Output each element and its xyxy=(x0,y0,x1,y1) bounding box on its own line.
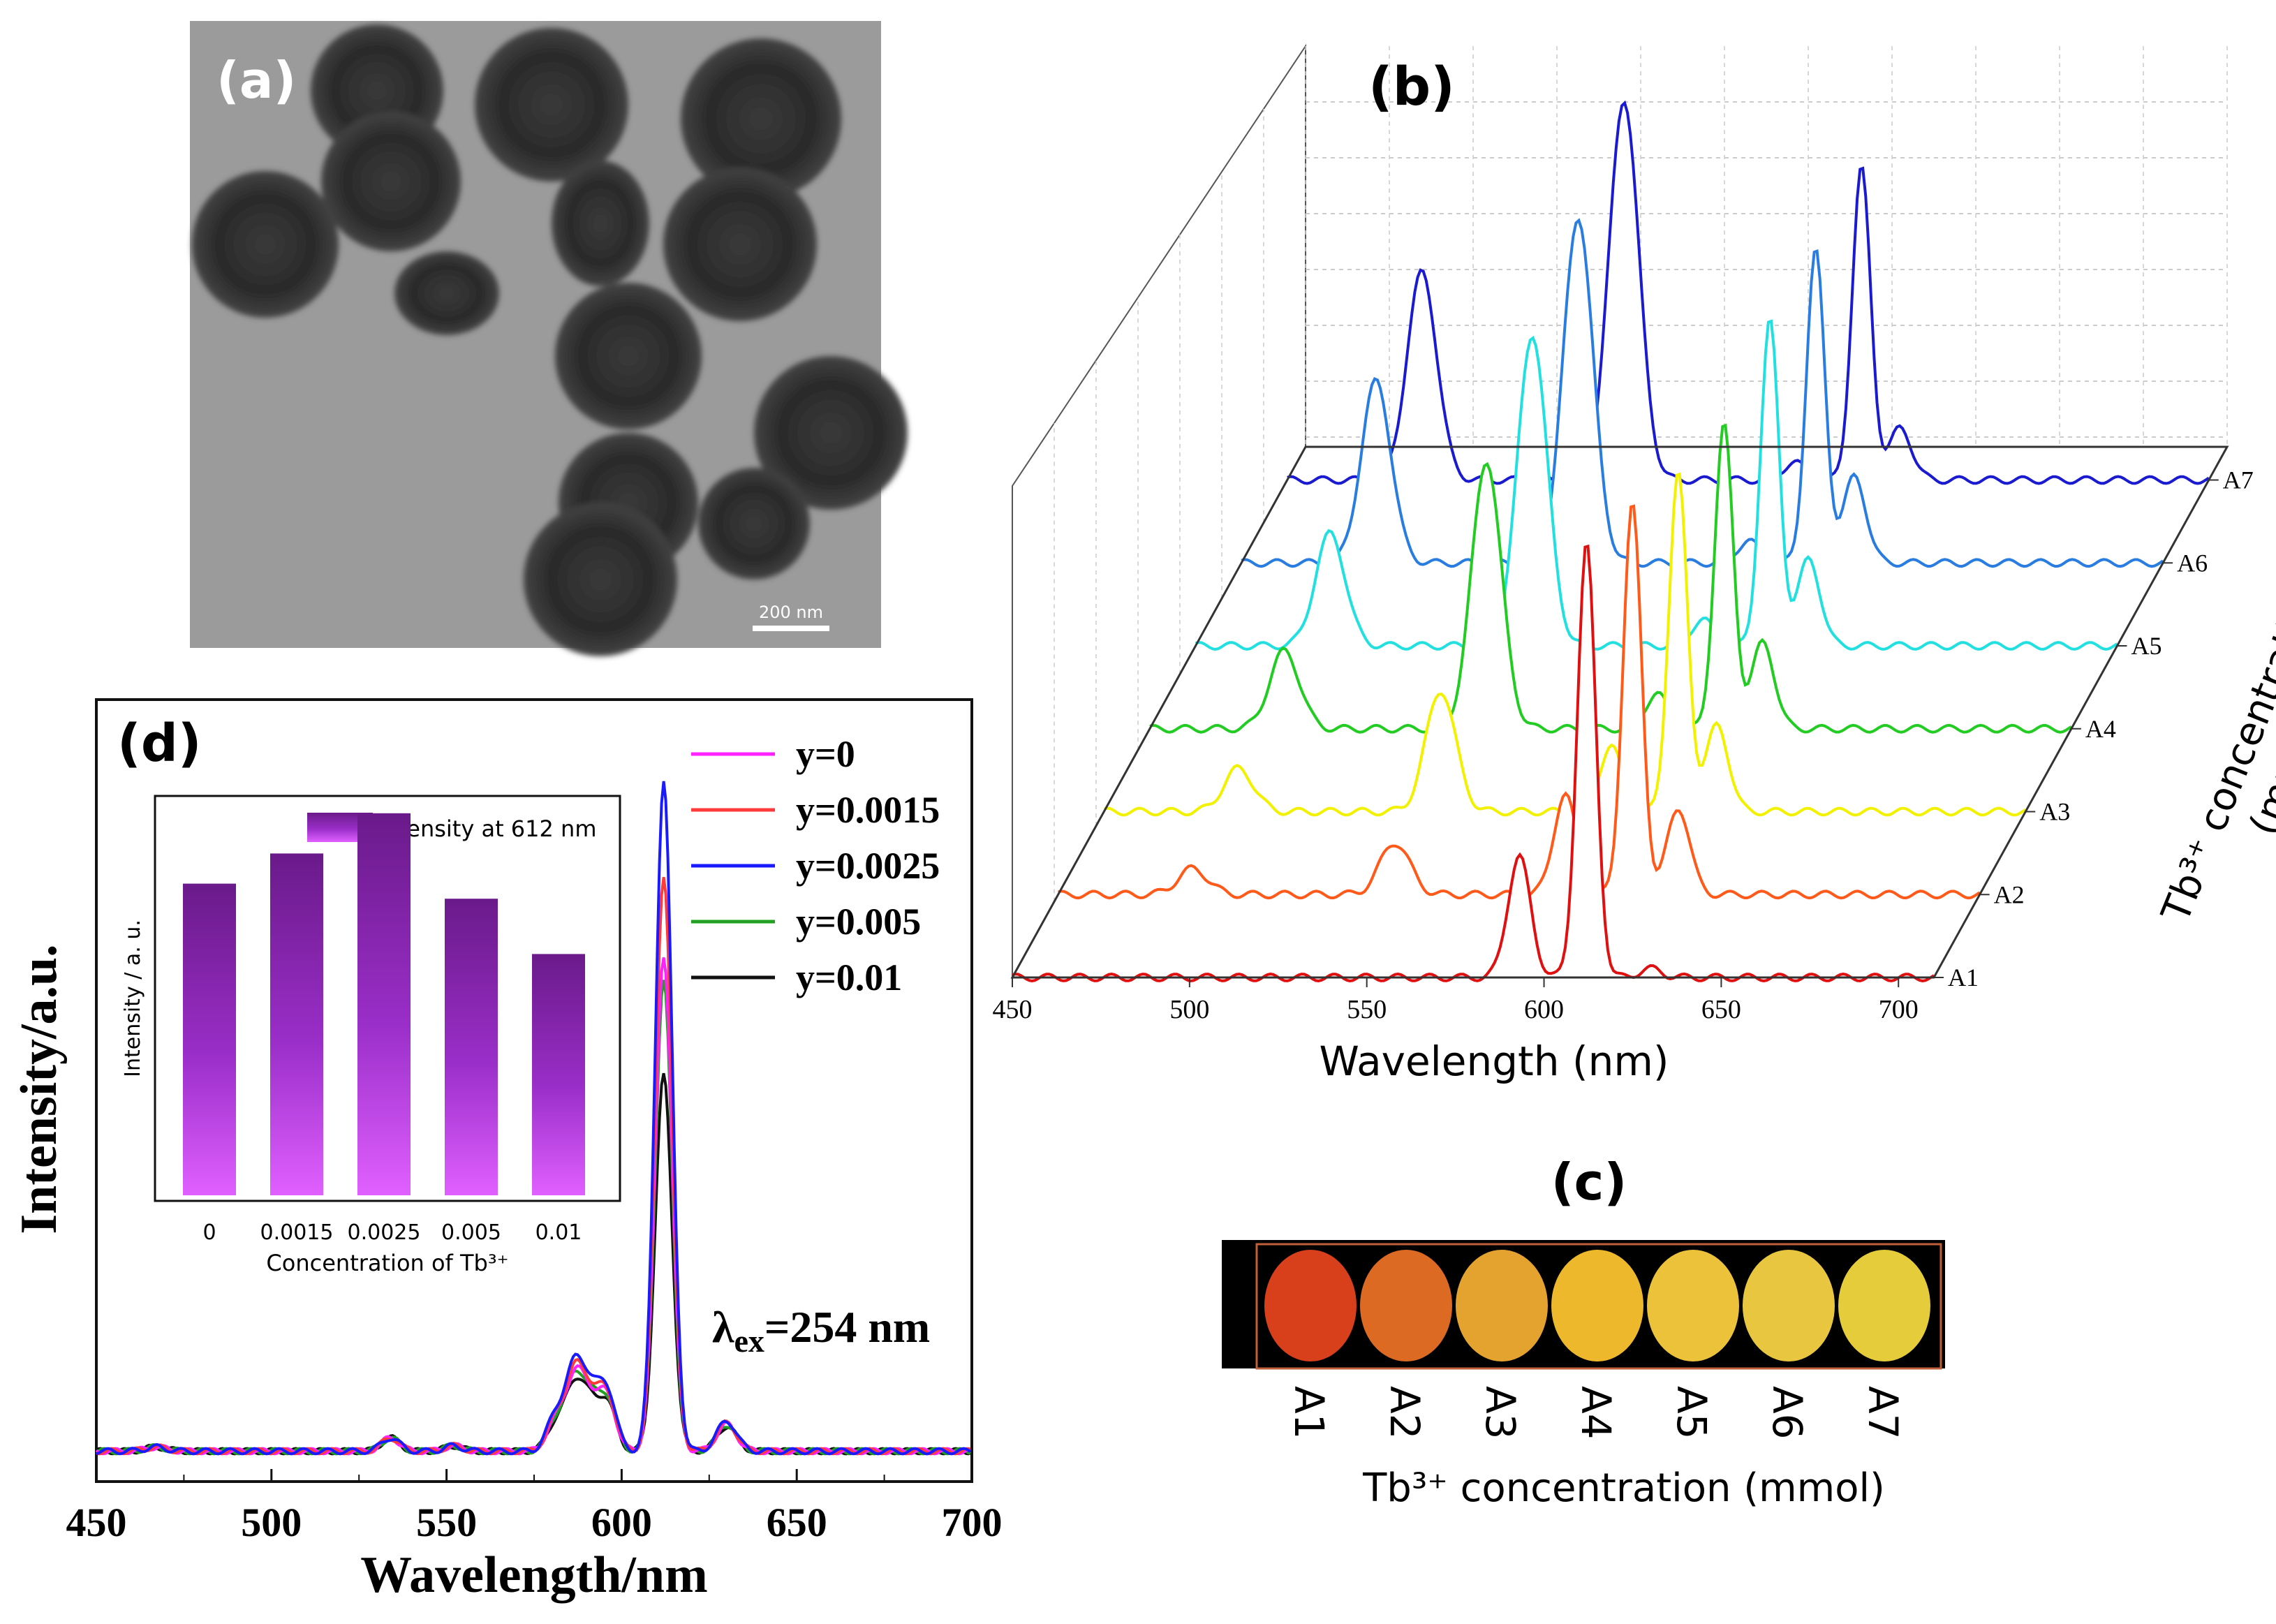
x-tick-label-550: 550 xyxy=(416,1500,477,1545)
series-line-A7 xyxy=(1287,100,2210,485)
sample-label-A2: A2 xyxy=(1381,1386,1428,1440)
inset-bar-0.01 xyxy=(532,954,585,1195)
panel-a-label: (a) xyxy=(216,51,296,110)
x-tick-label-500: 500 xyxy=(1169,995,1209,1024)
legend-label-y=0.0015: y=0.0015 xyxy=(796,789,940,831)
sample-label-A6: A6 xyxy=(1764,1386,1811,1440)
inset-x-tick-0.01: 0.01 xyxy=(535,1220,582,1245)
panel-b: A7 A6 A5 A4 A3 A2 A1 450 500 550 600 650 700 Wavele… xyxy=(993,43,2276,1085)
panel-c: (c) A1 A2 A3 A4 A5 A6 A7 Tb³⁺ concentration (m… xyxy=(1222,1153,1945,1511)
sample-A3 xyxy=(1456,1250,1548,1361)
inset-x-tick-0.0025: 0.0025 xyxy=(348,1220,421,1245)
spectrum-y=0.0015 xyxy=(96,877,971,1456)
inset-bars xyxy=(183,813,585,1195)
x-tick-label-650: 650 xyxy=(1701,995,1741,1024)
left-wall xyxy=(1012,43,1306,978)
x-tick-label-600: 600 xyxy=(1524,995,1564,1024)
x-tick-label-550: 550 xyxy=(1347,995,1387,1024)
x-tick-label-650: 650 xyxy=(767,1500,827,1545)
series-label-A6: A6 xyxy=(2177,549,2208,577)
spectrum-lines xyxy=(95,781,972,1456)
z-axis-title-line1: Tb³⁺ concentration xyxy=(2153,570,2276,929)
inset-chart: Intensity at 612 nm 0 0.0015 0.0025 0.005 0.… xyxy=(121,795,621,1276)
series-line-A4 xyxy=(1149,423,2072,734)
sample-labels: A1 A2 A3 A4 A5 A6 A7 xyxy=(1285,1386,1907,1440)
annotation-sub: ex xyxy=(734,1323,764,1359)
inset-x-tick-0.0015: 0.0015 xyxy=(260,1220,334,1245)
legend-label-y=0.01: y=0.01 xyxy=(796,957,902,998)
excitation-annotation: λex=254 nm xyxy=(712,1302,930,1359)
panel-b-label: (b) xyxy=(1368,55,1455,117)
sample-A4 xyxy=(1551,1250,1643,1361)
sample-label-A4: A4 xyxy=(1572,1386,1620,1440)
annotation-value: =254 nm xyxy=(764,1302,930,1352)
x-tick-label-600: 600 xyxy=(591,1500,652,1545)
legend-label-y=0: y=0 xyxy=(796,733,855,775)
inset-bar-0 xyxy=(183,883,236,1195)
scale-bar xyxy=(753,626,829,631)
inset-y-title: Intensity / a. u. xyxy=(121,920,145,1077)
x-tick-labels: 450 500 550 600 650 700 xyxy=(993,977,1919,1024)
inset-bar-0.005 xyxy=(445,899,498,1195)
x-tick-labels: 450 500 550 600 650 700 xyxy=(66,1469,1003,1545)
sample-A2 xyxy=(1360,1250,1452,1361)
c-axis-title: Tb³⁺ concentration (mmol) xyxy=(1362,1466,1885,1511)
sample-label-A5: A5 xyxy=(1668,1386,1715,1440)
inset-x-title: Concentration of Tb³⁺ xyxy=(266,1250,508,1276)
series-label-A1: A1 xyxy=(1948,964,1979,991)
sample-label-A3: A3 xyxy=(1477,1386,1524,1440)
inset-legend-label: Intensity at 612 nm xyxy=(377,815,596,842)
sample-A1 xyxy=(1264,1250,1357,1361)
floor-outline xyxy=(1010,445,2229,979)
annotation-lambda: λ xyxy=(712,1302,734,1352)
x-tick-label-450: 450 xyxy=(993,995,1033,1024)
x-tick-label-700: 700 xyxy=(942,1500,1003,1545)
spectrum-y=0.0025 xyxy=(96,781,972,1456)
legend-label-y=0.005: y=0.005 xyxy=(796,901,921,943)
inset-x-tick-0: 0 xyxy=(202,1220,216,1245)
inset-x-tick-0.005: 0.005 xyxy=(441,1220,501,1245)
panel-d-label: (d) xyxy=(117,714,202,774)
sample-row xyxy=(1264,1250,1930,1361)
panel-c-label: (c) xyxy=(1551,1153,1627,1211)
tem-particles xyxy=(192,24,908,656)
legend: y=0 y=0.0015 y=0.0025 y=0.005 y=0.01 xyxy=(691,733,940,998)
inset-bar-0.0025 xyxy=(357,813,411,1195)
x-tick-label-500: 500 xyxy=(241,1500,302,1545)
sample-label-A7: A7 xyxy=(1859,1386,1907,1440)
scale-bar-label: 200 nm xyxy=(759,603,823,622)
series-label-A4: A4 xyxy=(2085,715,2116,743)
series-label-A7: A7 xyxy=(2223,466,2254,494)
panel-a: (a) 200 nm xyxy=(190,21,908,656)
photo-frame xyxy=(1255,1243,1942,1370)
sample-A5 xyxy=(1647,1250,1739,1361)
x-axis-title: Wavelength/nm xyxy=(360,1547,707,1604)
series-line-A6 xyxy=(1241,218,2164,568)
series-line-A5 xyxy=(1195,319,2118,651)
x-axis-title: Wavelength (nm) xyxy=(1319,1038,1669,1085)
legend-label-y=0.0025: y=0.0025 xyxy=(796,845,940,887)
z-axis-title: Tb³⁺ concentration (mmol) xyxy=(2153,570,2276,929)
series-label-A5: A5 xyxy=(2131,632,2162,660)
sample-A6 xyxy=(1743,1250,1835,1361)
sample-label-A1: A1 xyxy=(1285,1386,1333,1440)
sample-A7 xyxy=(1838,1250,1930,1361)
inset-bar-0.0015 xyxy=(270,853,323,1195)
series-label-A2: A2 xyxy=(1994,880,2025,908)
y-axis-title: Intensity/a.u. xyxy=(10,944,68,1234)
x-tick-label-700: 700 xyxy=(1879,995,1919,1024)
inset-x-ticks: 0 0.0015 0.0025 0.005 0.01 xyxy=(202,1220,582,1245)
panel-d: 450 500 550 600 650 700 Wavelength/nm Intensi… xyxy=(10,698,1003,1604)
series-label-A3: A3 xyxy=(2039,798,2070,826)
x-tick-label-450: 450 xyxy=(66,1500,127,1545)
